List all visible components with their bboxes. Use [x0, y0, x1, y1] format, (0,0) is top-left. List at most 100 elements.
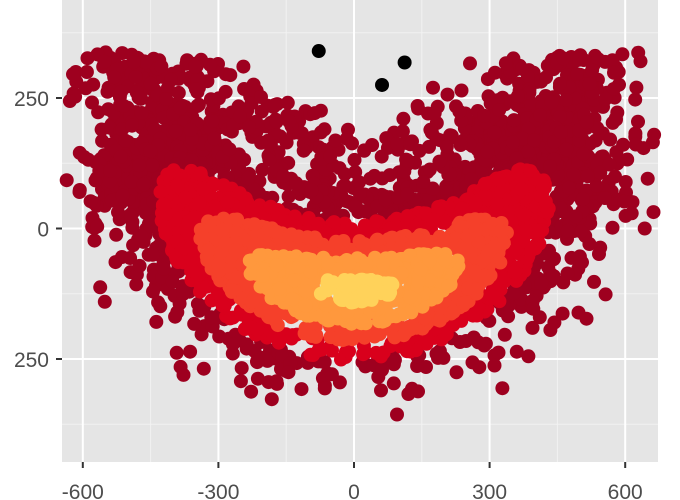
- data-point: [254, 135, 269, 150]
- data-point: [143, 144, 158, 159]
- data-point: [329, 234, 343, 249]
- data-point: [606, 82, 621, 96]
- data-point: [323, 330, 338, 344]
- data-point: [509, 344, 524, 359]
- data-point: [296, 143, 311, 158]
- data-point: [125, 220, 140, 235]
- data-point: [118, 133, 133, 148]
- x-tick-label: 0: [348, 481, 360, 500]
- data-point: [205, 114, 220, 129]
- data-point: [441, 279, 456, 294]
- data-point: [218, 236, 233, 250]
- data-point: [510, 89, 525, 104]
- data-point: [279, 135, 294, 150]
- data-point: [327, 310, 342, 325]
- data-point: [102, 120, 117, 135]
- data-point: [180, 219, 195, 234]
- data-point: [347, 199, 362, 214]
- data-point: [378, 192, 393, 207]
- data-point: [252, 248, 267, 263]
- data-point: [543, 159, 557, 174]
- data-point: [608, 169, 622, 184]
- data-point: [382, 168, 397, 183]
- data-point: [449, 365, 464, 380]
- data-point: [553, 125, 568, 140]
- data-point: [555, 306, 570, 321]
- data-point: [400, 209, 415, 224]
- data-point: [132, 158, 147, 173]
- outlier-point: [397, 55, 412, 70]
- data-point: [72, 145, 87, 160]
- data-point: [468, 223, 483, 238]
- data-point: [507, 265, 522, 280]
- data-point: [603, 132, 618, 147]
- data-point: [328, 133, 343, 148]
- data-point: [488, 65, 502, 80]
- data-point: [294, 126, 309, 141]
- data-point: [104, 193, 119, 208]
- data-point: [590, 121, 605, 136]
- data-point: [358, 345, 373, 360]
- data-point: [421, 332, 436, 347]
- data-point: [136, 177, 151, 192]
- data-point: [560, 223, 575, 238]
- data-point: [232, 109, 247, 124]
- data-point: [126, 238, 141, 253]
- outlier-points: [311, 44, 412, 92]
- data-point: [593, 165, 608, 180]
- data-point: [276, 168, 291, 183]
- data-point: [432, 154, 447, 169]
- data-point: [62, 94, 77, 108]
- data-point: [616, 137, 631, 152]
- data-point: [102, 174, 117, 189]
- data-point: [558, 93, 573, 107]
- data-point: [97, 294, 112, 309]
- data-point: [85, 95, 99, 110]
- data-point: [320, 255, 335, 270]
- data-point: [111, 205, 125, 220]
- data-point: [357, 143, 372, 158]
- data-point: [250, 355, 265, 370]
- data-point: [498, 56, 513, 71]
- data-point: [193, 167, 208, 182]
- data-point: [250, 371, 265, 386]
- data-point: [551, 168, 566, 183]
- data-point: [200, 253, 215, 268]
- data-point: [454, 83, 469, 98]
- data-point: [553, 76, 567, 91]
- data-point: [243, 266, 258, 281]
- data-point: [609, 112, 623, 127]
- data-point: [631, 45, 646, 60]
- data-point: [525, 320, 540, 335]
- data-point: [207, 131, 222, 146]
- data-point: [458, 295, 473, 310]
- data-point: [544, 95, 559, 110]
- data-point: [203, 57, 218, 72]
- data-point: [307, 255, 322, 270]
- data-point: [547, 134, 561, 149]
- data-point: [304, 183, 319, 198]
- data-point: [521, 144, 536, 159]
- data-point: [344, 222, 359, 237]
- data-point: [196, 361, 211, 376]
- data-point: [390, 137, 405, 151]
- data-points: [59, 45, 662, 422]
- data-point: [426, 212, 441, 227]
- data-point: [196, 181, 211, 196]
- data-point: [515, 61, 529, 76]
- data-point: [400, 187, 415, 202]
- data-point: [422, 139, 436, 154]
- x-axis: -600 -300 0 300 600: [62, 462, 643, 500]
- data-point: [183, 122, 198, 137]
- data-point: [298, 284, 313, 298]
- data-point: [123, 251, 138, 265]
- data-point: [468, 196, 483, 211]
- data-point: [501, 309, 516, 324]
- data-point: [446, 304, 461, 319]
- data-point: [605, 53, 620, 68]
- data-point: [579, 115, 594, 130]
- data-point: [618, 175, 633, 189]
- data-point: [605, 220, 620, 235]
- data-point: [416, 175, 431, 189]
